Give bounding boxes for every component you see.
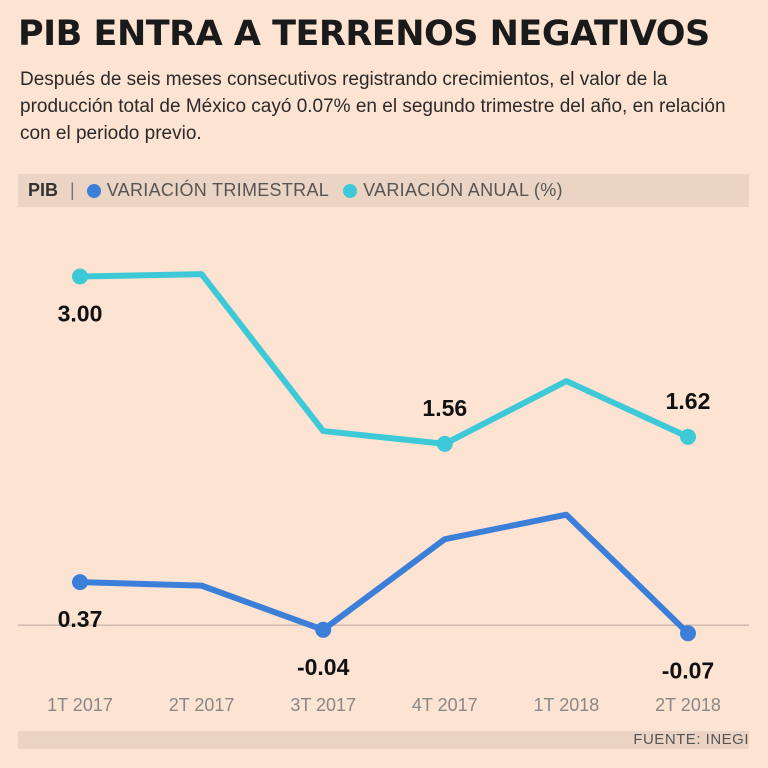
data-label-1-2: -0.04 — [297, 654, 350, 680]
legend-dot-quarterly — [86, 183, 101, 198]
series-line-0 — [77, 271, 691, 447]
data-point-0-3 — [436, 435, 453, 452]
legend-item-quarterly: VARIACIÓN TRIMESTRAL — [86, 180, 330, 201]
x-tick-label: 2T 2017 — [169, 695, 235, 715]
data-point-1-2 — [315, 621, 332, 638]
legend: PIB | VARIACIÓN TRIMESTRAL VARIACIÓN ANU… — [18, 174, 749, 207]
data-point-1-5 — [680, 625, 696, 642]
x-tick-label: 1T 2018 — [534, 695, 600, 715]
data-label-1-5: -0.07 — [662, 657, 714, 683]
data-point-1-0 — [72, 574, 88, 591]
footer-bar: FUENTE: INEGI — [18, 731, 749, 749]
data-label-1-0: 0.37 — [58, 606, 103, 632]
legend-separator: | — [70, 180, 75, 200]
chart-subtitle: Después de seis meses consecutivos regis… — [20, 69, 726, 144]
source-label: FUENTE: INEGI — [633, 731, 749, 748]
data-label-0-0: 3.00 — [58, 300, 103, 326]
data-point-0-5 — [680, 428, 696, 445]
x-tick-label: 2T 2018 — [655, 695, 721, 715]
legend-label-quarterly: VARIACIÓN TRIMESTRAL — [106, 180, 330, 200]
x-tick-label: 4T 2017 — [412, 695, 478, 715]
chart-title: PIB ENTRA A TERRENOS NEGATIVOS — [18, 14, 710, 54]
data-point-0-0 — [72, 268, 88, 285]
series-line-1 — [77, 511, 691, 637]
x-tick-label: 1T 2017 — [47, 695, 113, 715]
x-tick-label: 3T 2017 — [290, 695, 356, 715]
legend-prefix: PIB — [28, 180, 59, 200]
legend-dot-annual — [343, 183, 358, 198]
legend-item-annual: VARIACIÓN ANUAL (%) — [343, 180, 563, 201]
legend-label-annual: VARIACIÓN ANUAL (%) — [363, 180, 563, 200]
data-label-0-5: 1.62 — [666, 388, 711, 414]
data-label-0-3: 1.56 — [422, 395, 467, 421]
